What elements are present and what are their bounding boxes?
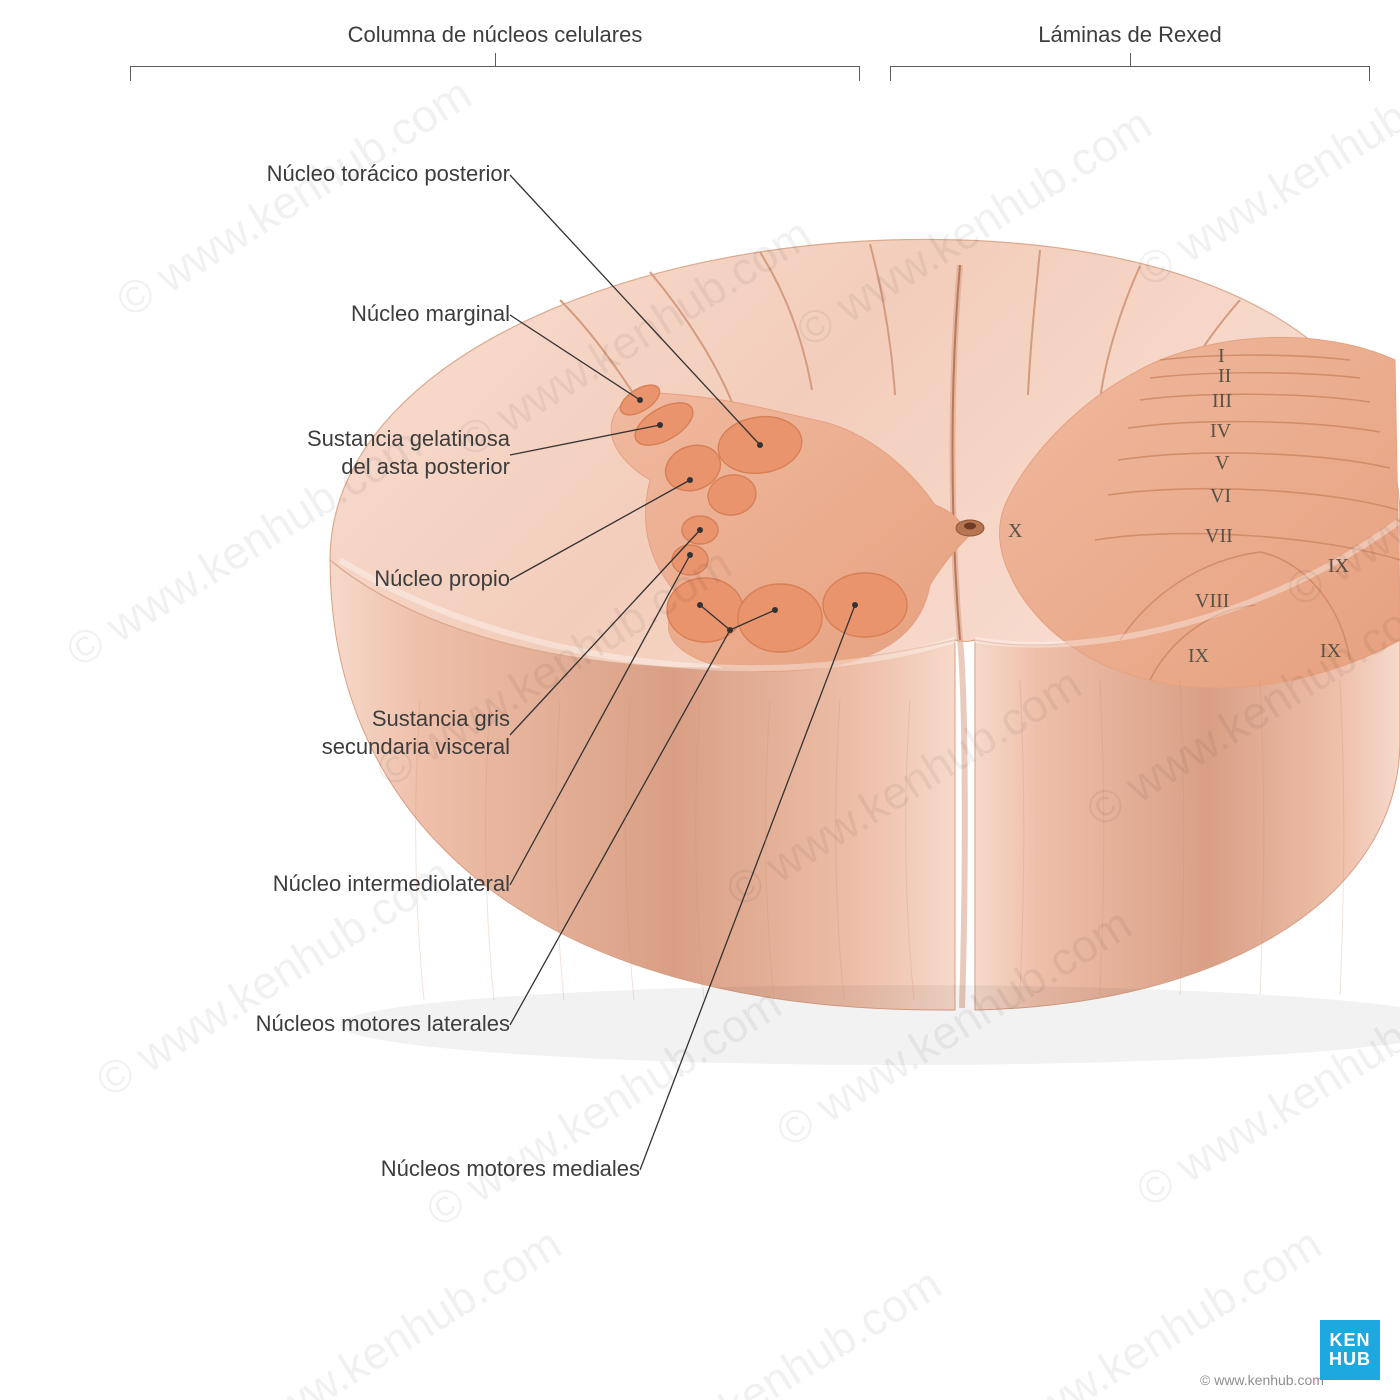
label-motor-lateral: Núcleos motores laterales <box>130 1010 510 1038</box>
lamina-IX: IX <box>1188 645 1209 668</box>
lamina-III: III <box>1212 390 1232 413</box>
label-motor-medial: Núcleos motores mediales <box>260 1155 640 1183</box>
header-right: Láminas de Rexed <box>890 22 1370 48</box>
label-gelatinosa: Sustancia gelatinosadel asta posterior <box>140 425 510 480</box>
credit-text: © www.kenhub.com <box>1200 1372 1324 1388</box>
bracket-left <box>130 66 860 81</box>
lamina-V: V <box>1215 452 1229 475</box>
label-marginal: Núcleo marginal <box>210 300 510 328</box>
label-thoracic: Núcleo torácico posterior <box>210 160 510 188</box>
lamina-X: X <box>1008 520 1022 543</box>
lamina-II: II <box>1218 365 1231 388</box>
logo-line1: KEN <box>1329 1331 1370 1350</box>
kenhub-logo: KEN HUB <box>1320 1320 1380 1380</box>
lamina-VII: VII <box>1205 525 1233 548</box>
label-intermediolat: Núcleo intermediolateral <box>130 870 510 898</box>
label-propio: Núcleo propio <box>210 565 510 593</box>
lamina-VIII: VIII <box>1195 590 1229 613</box>
lamina-IX: IX <box>1328 555 1349 578</box>
bracket-right <box>890 66 1370 81</box>
lamina-IV: IV <box>1210 420 1231 443</box>
header-left: Columna de núcleos celulares <box>130 22 860 48</box>
label-sec-visceral: Sustancia grissecundaria visceral <box>210 705 510 760</box>
lamina-IX: IX <box>1320 640 1341 663</box>
lamina-VI: VI <box>1210 485 1231 508</box>
logo-line2: HUB <box>1329 1350 1371 1369</box>
spinal-cord-diagram <box>0 0 1400 1400</box>
